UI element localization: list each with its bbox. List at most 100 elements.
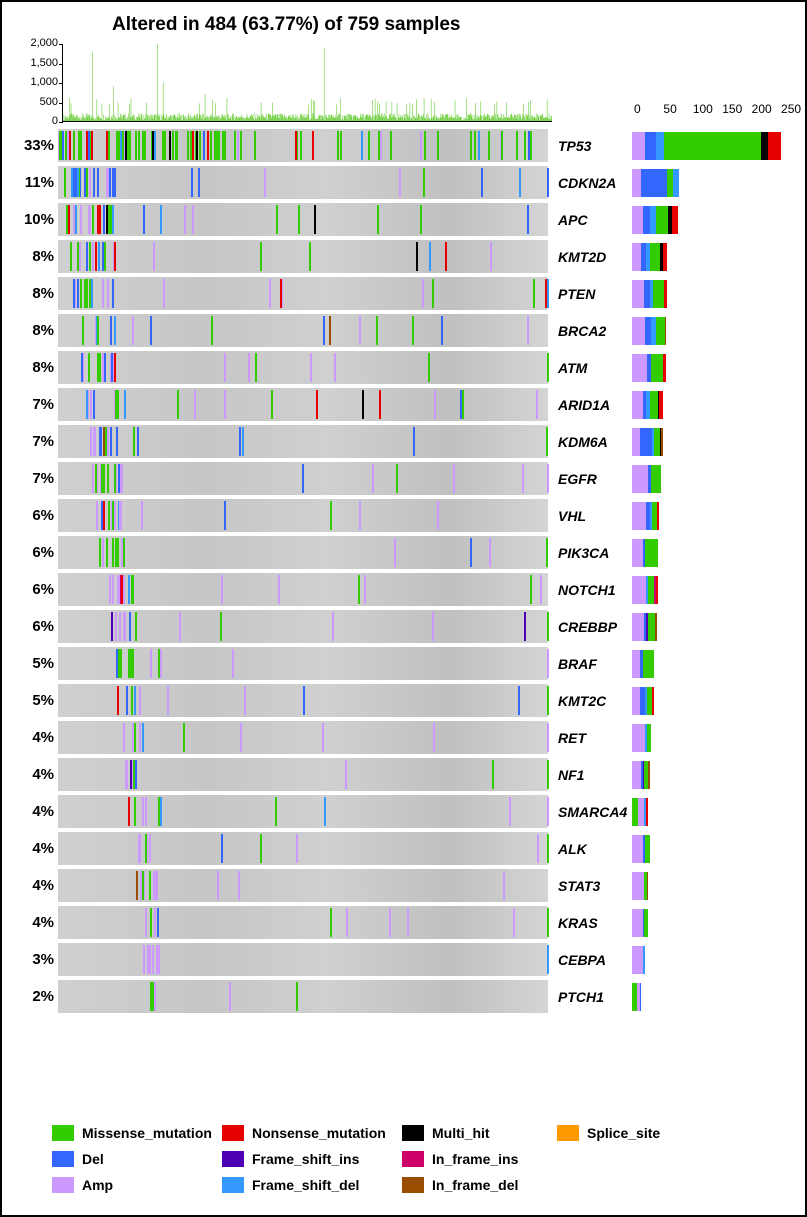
legend-swatch <box>402 1151 424 1167</box>
sidebar-seg <box>672 206 678 234</box>
legend-label: Multi_hit <box>432 1125 490 1141</box>
sidebar-seg <box>664 280 667 308</box>
gene-pct: 11% <box>14 174 58 191</box>
sidebar-seg <box>632 946 643 974</box>
gene-name: KDM6A <box>554 434 632 450</box>
gene-sidebar-bar <box>632 132 782 160</box>
gene-row: 2%PTCH1 <box>14 979 793 1014</box>
gene-sidebar-bar <box>632 650 782 678</box>
gene-pct: 8% <box>14 285 58 302</box>
legend-item: In_frame_ins <box>402 1151 557 1167</box>
gene-track <box>58 647 548 680</box>
gene-name: KRAS <box>554 915 632 931</box>
gene-row: 5%KMT2C <box>14 683 793 718</box>
sidebar-seg <box>632 280 644 308</box>
gene-row: 8%PTEN <box>14 276 793 311</box>
gene-track <box>58 129 548 162</box>
gene-sidebar-bar <box>632 169 782 197</box>
sidebar-seg <box>632 243 641 271</box>
gene-name: SMARCA4 <box>554 804 632 820</box>
gene-sidebar-bar <box>632 687 782 715</box>
legend-label: Frame_shift_ins <box>252 1151 359 1167</box>
gene-row: 6%NOTCH1 <box>14 572 793 607</box>
gene-pct: 4% <box>14 914 58 931</box>
gene-pct: 5% <box>14 655 58 672</box>
sidebar-seg <box>656 576 658 604</box>
gene-pct: 4% <box>14 877 58 894</box>
sidebar-seg <box>647 724 651 752</box>
gene-row: 8% ATM <box>14 350 793 385</box>
gene-pct: 6% <box>14 618 58 635</box>
gene-name: CDKN2A <box>554 175 632 191</box>
sidebar-seg <box>632 465 648 493</box>
sidebar-seg <box>641 169 667 197</box>
gene-sidebar-bar <box>632 465 782 493</box>
gene-row: 4%NF1 <box>14 757 793 792</box>
gene-name: BRCA2 <box>554 323 632 339</box>
sidebar-seg <box>632 132 645 160</box>
sidebar-seg <box>632 428 640 456</box>
legend-item: Nonsense_mutation <box>222 1125 402 1141</box>
sidebar-seg <box>632 317 645 345</box>
xaxis-tick: 250 <box>781 102 801 116</box>
gene-sidebar-bar <box>632 613 782 641</box>
legend-label: In_frame_ins <box>432 1151 518 1167</box>
gene-pct: 8% <box>14 359 58 376</box>
legend-label: Amp <box>82 1177 113 1193</box>
sidebar-seg <box>632 872 644 900</box>
gene-row: 6%PIK3CA <box>14 535 793 570</box>
legend-label: Nonsense_mutation <box>252 1125 386 1141</box>
gene-pct: 8% <box>14 248 58 265</box>
gene-row: 4%STAT3 <box>14 868 793 903</box>
legend-swatch <box>557 1125 579 1141</box>
gene-sidebar-bar <box>632 391 782 419</box>
gene-name: APC <box>554 212 632 228</box>
xaxis-tick: 200 <box>752 102 772 116</box>
sidebar-seg <box>650 391 658 419</box>
legend-item: Amp <box>52 1177 222 1193</box>
gene-track <box>58 166 548 199</box>
gene-track <box>58 573 548 606</box>
gene-track <box>58 610 548 643</box>
gene-sidebar-bar <box>632 243 782 271</box>
sidebar-seg <box>632 576 646 604</box>
yaxis-tick: 0 <box>20 116 58 127</box>
gene-sidebar-bar <box>632 539 782 567</box>
gene-track <box>58 462 548 495</box>
sidebar-seg <box>640 428 652 456</box>
gene-track <box>58 795 548 828</box>
sidebar-seg <box>653 280 664 308</box>
legend-item: Frame_shift_del <box>222 1177 402 1193</box>
gene-name: ARID1A <box>554 397 632 413</box>
gene-sidebar-bar <box>632 872 782 900</box>
gene-pct: 4% <box>14 803 58 820</box>
legend: Missense_mutation Nonsense_mutation Multi_… <box>52 1125 791 1203</box>
legend-item: Splice_site <box>557 1125 707 1141</box>
gene-row: 8%KMT2D <box>14 239 793 274</box>
gene-pct: 6% <box>14 544 58 561</box>
gene-row: 11% CDKN2A <box>14 165 793 200</box>
legend-label: Del <box>82 1151 104 1167</box>
sidebar-seg <box>632 909 643 937</box>
sidebar-seg <box>632 354 647 382</box>
legend-label: In_frame_del <box>432 1177 518 1193</box>
yaxis-tick: 2,000 <box>20 38 58 49</box>
gene-sidebar-bar <box>632 946 782 974</box>
sidebar-seg <box>632 650 640 678</box>
legend-item: In_frame_del <box>402 1177 557 1193</box>
legend-item: Missense_mutation <box>52 1125 222 1141</box>
gene-name: VHL <box>554 508 632 524</box>
gene-name: PTCH1 <box>554 989 632 1005</box>
gene-row: 5%BRAF <box>14 646 793 681</box>
gene-pct: 4% <box>14 766 58 783</box>
gene-name: ATM <box>554 360 632 376</box>
gene-row: 8%BRCA2 <box>14 313 793 348</box>
gene-name: ALK <box>554 841 632 857</box>
top-bar-yaxis: 05001,0001,5002,000 <box>20 44 58 122</box>
gene-track <box>58 906 548 939</box>
legend-swatch <box>222 1125 244 1141</box>
sidebar-seg <box>664 132 761 160</box>
gene-pct: 4% <box>14 729 58 746</box>
gene-pct: 10% <box>14 211 58 228</box>
xaxis-tick: 0 <box>634 102 641 116</box>
